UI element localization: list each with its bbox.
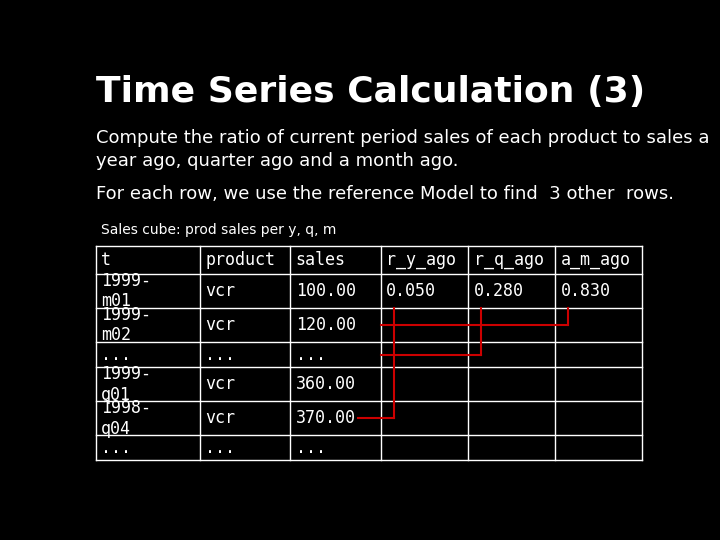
Text: vcr: vcr xyxy=(205,375,235,393)
Text: 1999-
m02: 1999- m02 xyxy=(101,306,151,345)
Text: ...: ... xyxy=(205,439,235,457)
Text: 360.00: 360.00 xyxy=(296,375,356,393)
Text: 1999-
q01: 1999- q01 xyxy=(101,364,151,403)
Text: a_m_ago: a_m_ago xyxy=(561,251,631,269)
Text: Sales cube: prod sales per y, q, m: Sales cube: prod sales per y, q, m xyxy=(101,223,336,237)
Text: Compute the ratio of current period sales of each product to sales a: Compute the ratio of current period sale… xyxy=(96,129,709,147)
Text: ...: ... xyxy=(101,439,131,457)
Text: 0.830: 0.830 xyxy=(561,282,611,300)
Text: sales: sales xyxy=(296,251,346,269)
Text: r_q_ago: r_q_ago xyxy=(474,251,544,269)
Text: vcr: vcr xyxy=(205,316,235,334)
Text: Time Series Calculation (3): Time Series Calculation (3) xyxy=(96,75,645,109)
Text: product: product xyxy=(205,251,275,269)
Text: vcr: vcr xyxy=(205,409,235,427)
Text: t: t xyxy=(101,251,111,269)
Text: 120.00: 120.00 xyxy=(296,316,356,334)
Text: 100.00: 100.00 xyxy=(296,282,356,300)
Text: 1998-
q04: 1998- q04 xyxy=(101,399,151,437)
Text: 1999-
m01: 1999- m01 xyxy=(101,272,151,310)
Text: ...: ... xyxy=(101,346,131,363)
Text: r_y_ago: r_y_ago xyxy=(387,251,456,269)
Text: For each row, we use the reference Model to find  3 other  rows.: For each row, we use the reference Model… xyxy=(96,185,674,204)
Text: year ago, quarter ago and a month ago.: year ago, quarter ago and a month ago. xyxy=(96,152,458,170)
Text: 0.280: 0.280 xyxy=(474,282,523,300)
Text: ...: ... xyxy=(296,346,325,363)
Text: 0.050: 0.050 xyxy=(387,282,436,300)
Text: 370.00: 370.00 xyxy=(296,409,356,427)
Text: ...: ... xyxy=(296,439,325,457)
Text: vcr: vcr xyxy=(205,282,235,300)
Text: ...: ... xyxy=(205,346,235,363)
